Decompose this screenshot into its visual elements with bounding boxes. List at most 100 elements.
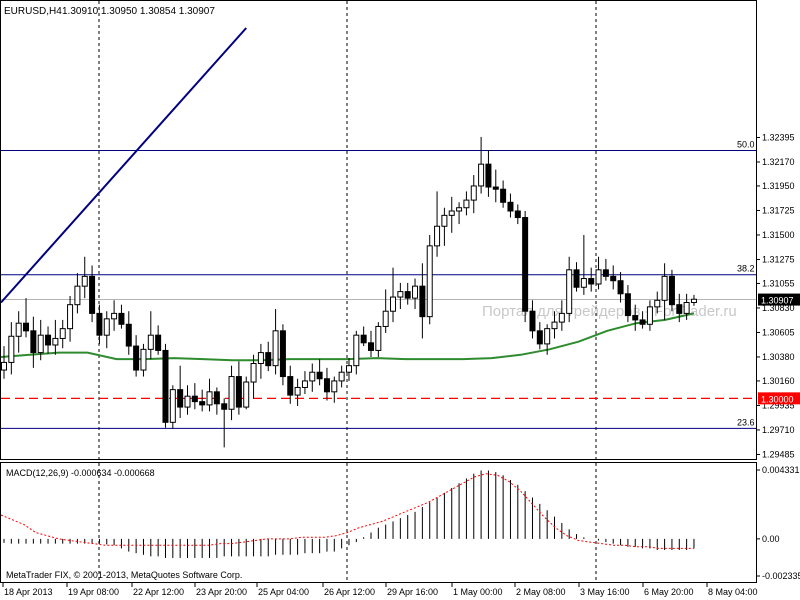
candle-bull (103, 318, 110, 336)
candle-bear (485, 163, 492, 188)
candle-bull (382, 310, 389, 327)
candle-bear (514, 210, 521, 219)
candle-bear (668, 275, 675, 306)
price-tick-label: 1.30380 (762, 352, 795, 362)
candle-bear (529, 310, 536, 332)
candle-bear (191, 395, 198, 403)
level-price-label: 1.30000 (761, 394, 794, 404)
candle-bull (243, 381, 250, 408)
candle-bull (15, 322, 22, 337)
copyright-label: MetaTrader FIX, © 2001-2013, MetaQuotes … (6, 570, 242, 580)
candle-bull (397, 291, 404, 298)
candle-bull (345, 365, 352, 373)
moving-average (0, 312, 695, 362)
macd-tick-label: 0.004331 (762, 465, 800, 475)
candle-bear (23, 322, 30, 332)
time-tick-label: 1 May 00:00 (453, 587, 503, 597)
candle-bear (419, 285, 426, 318)
macd-axis: 0.004331 0.00 -0.002335 (756, 465, 800, 581)
price-tick-label: 1.31950 (762, 181, 795, 191)
macd-tick-label: -0.002335 (762, 571, 800, 581)
candle-bear (500, 188, 507, 203)
candle-bear (492, 186, 499, 190)
candle-bull (294, 386, 301, 396)
time-tick-label: 22 Apr 12:00 (133, 587, 184, 597)
trendline[interactable] (0, 27, 247, 304)
price-tick-label: 1.31725 (762, 205, 795, 215)
price-panel-frame (0, 0, 757, 460)
candle-bear (522, 217, 529, 312)
candle-bull (566, 269, 573, 314)
candle-bull (228, 376, 235, 410)
time-tick-label: 2 May 08:00 (516, 587, 566, 597)
candle-bear (162, 349, 169, 423)
candle-bear (316, 371, 323, 380)
candle-bear (118, 312, 125, 325)
candle-bear (221, 403, 228, 410)
candle-bull (67, 304, 74, 330)
candle-bull (426, 245, 433, 318)
candle-bear (279, 330, 286, 378)
candle-bear (133, 345, 140, 371)
candle-bear (360, 334, 367, 344)
candle-bull (184, 395, 191, 408)
time-tick-label: 19 Apr 08:00 (68, 587, 119, 597)
candle-bull (654, 299, 661, 308)
price-tick-label: 1.31275 (762, 254, 795, 264)
time-tick-label: 18 Apr 2013 (4, 587, 53, 597)
candle-bull (301, 380, 308, 388)
candle-bull (441, 214, 448, 227)
candle-bear (235, 376, 242, 408)
current-price-box (758, 293, 800, 306)
level-price-box (758, 392, 800, 405)
candle-bull (272, 330, 279, 367)
candle-bear (573, 269, 580, 288)
fibo-label: 50.0 (737, 140, 755, 150)
price-tick-label: 1.29935 (762, 400, 795, 410)
candle-bull (250, 363, 257, 383)
candle-bear (199, 401, 206, 406)
fibo-label: 23.6 (737, 417, 755, 427)
price-tick-label: 1.32170 (762, 157, 795, 167)
macd-panel-frame (0, 462, 757, 583)
candle-bear (155, 334, 162, 351)
time-tick-label: 8 May 04:00 (708, 587, 758, 597)
candle-bull (412, 285, 419, 299)
time-tick-label: 26 Apr 12:00 (324, 587, 375, 597)
price-tick-label: 1.31055 (762, 278, 795, 288)
watermark: Портал для трейдеров - ForTrader.ru (482, 303, 737, 320)
price-tick-label: 1.31500 (762, 230, 795, 240)
candle-bull (661, 275, 668, 301)
candle-bear (323, 378, 330, 393)
candle-bear (30, 330, 37, 354)
trendline-line (0, 27, 247, 304)
candle-bear (676, 304, 683, 314)
time-tick-label: 25 Apr 04:00 (258, 587, 309, 597)
candle-bear (602, 269, 609, 277)
candle-bull (434, 225, 441, 247)
candle-bull (456, 207, 463, 212)
candle-bear (404, 291, 411, 299)
candle-bull (8, 335, 15, 363)
candle-bull (558, 312, 565, 323)
price-tick-label: 1.30160 (762, 376, 795, 386)
candle-bull (147, 334, 154, 350)
candle-bear (588, 278, 595, 285)
candle-bear (45, 334, 52, 346)
ohlc-label: 1.30910 1.30950 1.30854 1.30907 (62, 6, 215, 17)
candle-bull (551, 321, 558, 330)
candle-bear (632, 315, 639, 321)
macd-indicator (0, 470, 695, 558)
candle-bull (257, 352, 264, 365)
macd-signal-line (0, 473, 694, 549)
moving-average-line (0, 312, 695, 362)
candle-bull (81, 275, 88, 287)
candle-bull (390, 296, 397, 312)
candle-bull (74, 285, 81, 306)
candle-bull (309, 371, 316, 382)
candle-bear (624, 293, 631, 317)
current-price-label: 1.30907 (761, 296, 794, 306)
candle-bear (89, 275, 96, 314)
candle-bull (448, 210, 455, 216)
